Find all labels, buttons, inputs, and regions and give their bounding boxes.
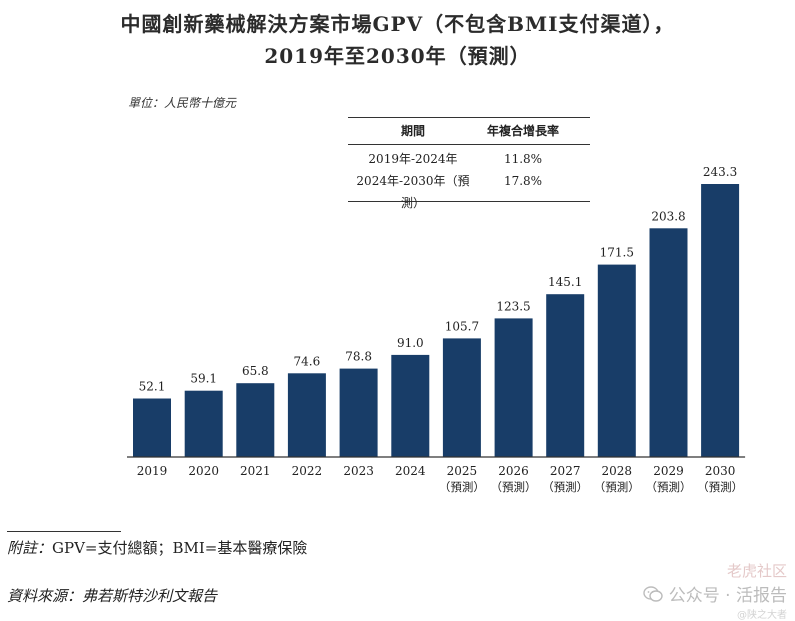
x-tick-2021: 2021 [240,464,271,478]
value-label-2021: 65.8 [242,364,269,378]
header-cagr: 年複合增長率 [486,124,559,138]
bar-2025 [442,338,481,457]
header-period: 期間 [400,124,425,138]
bar-2027 [546,294,585,457]
watermark-handle: @陕之大者 [737,610,787,621]
watermark-account-text: 公众号 · 活报告 [668,586,787,606]
value-label-2025: 105.7 [445,319,479,333]
table-row: 2024年-2030年（預測） 17.8% [348,170,590,210]
table-top-rule [348,117,590,118]
row-period: 2024年-2030年（預測） [356,174,470,210]
value-label-2024: 91.0 [397,336,424,350]
watermark: 老虎社区 公众号 · 活报告 @陕之大者 [643,560,787,621]
bar-2024 [391,354,430,457]
x-tick-forecast-2028: （預測） [594,480,640,494]
footnote-text: GPV=支付總額；BMI=基本醫療保險 [52,539,308,557]
value-label-2022: 74.6 [294,354,321,368]
x-tick-2028: 2028 [602,464,633,478]
x-tick-2026: 2026 [498,464,529,478]
x-tick-2027: 2027 [550,464,581,478]
table-header-rule [348,144,590,145]
value-label-2020: 59.1 [190,372,217,386]
x-tick-2030: 2030 [705,464,736,478]
table-row: 2019年-2024年 11.8% [348,148,590,170]
value-label-2023: 78.8 [345,350,372,364]
x-tick-2023: 2023 [343,464,374,478]
bar-2029 [649,228,688,457]
x-tick-forecast-2025: （預測） [439,480,485,494]
bar-2022 [287,373,326,457]
bar-2030 [701,184,740,457]
unit-label: 單位：人民幣十億元 [128,96,237,110]
row-period: 2019年-2024年 [368,152,458,166]
watermark-community: 老虎社区 [726,562,787,580]
source-note: 資料來源：弗若斯特沙利文報告 [7,587,218,605]
table-bottom-rule [348,201,590,202]
value-label-2026: 123.5 [496,299,530,313]
bar-2021 [236,383,275,457]
x-tick-2020: 2020 [188,464,219,478]
bar-2023 [339,368,378,457]
x-tick-2029: 2029 [653,464,684,478]
x-tick-2022: 2022 [292,464,323,478]
x-tick-forecast-2026: （預測） [491,480,537,494]
bar-2020 [184,390,223,457]
value-label-2030: 243.3 [703,165,737,179]
bar-2028 [597,264,636,457]
chart-title-line2: 2019年至2030年（預測） [264,44,531,68]
bar-2019 [133,398,171,457]
row-rate: 11.8% [503,152,543,166]
x-tick-forecast-2027: （預測） [542,480,588,494]
cagr-table: 期間 年複合增長率 2019年-2024年 11.8% 2024年-2030年（… [348,117,590,210]
x-tick-2025: 2025 [447,464,478,478]
watermark-account: 公众号 · 活报告 [643,581,787,606]
x-tick-forecast-2030: （預測） [697,480,743,494]
chart-title-line1: 中國創新藥械解決方案市場GPV（不包含BMI支付渠道）， [120,12,675,36]
footnote: 附註：GPV=支付總額；BMI=基本醫療保險 [7,537,307,558]
wechat-icon [643,585,663,602]
row-rate: 17.8% [503,174,543,188]
value-label-2019: 52.1 [139,380,166,394]
footnote-label: 附註： [7,539,53,557]
table-header-row: 期間 年複合增長率 [348,118,590,144]
value-label-2027: 145.1 [548,275,582,289]
x-tick-forecast-2029: （預測） [646,480,692,494]
x-tick-2019: 2019 [137,464,168,478]
value-label-2029: 203.8 [651,209,685,223]
footnote-rule [7,531,121,532]
bar-2026 [494,318,533,457]
x-tick-2024: 2024 [395,464,426,478]
value-label-2028: 171.5 [600,246,634,260]
